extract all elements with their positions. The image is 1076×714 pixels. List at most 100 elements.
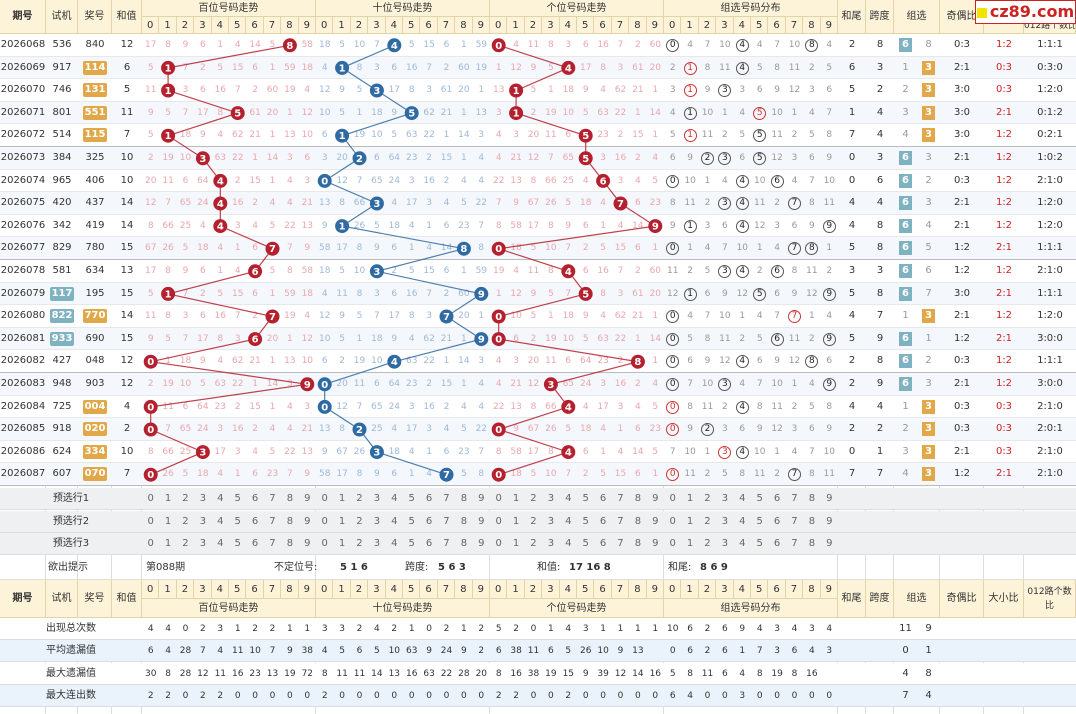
preselect-digit[interactable]: 9 (652, 538, 659, 549)
site-logo[interactable]: cz89.com (975, 0, 1076, 24)
preselect-digit[interactable]: 3 (373, 493, 381, 504)
preselect-digit[interactable]: 1 (512, 515, 520, 527)
preselect-digit[interactable]: 1 (686, 515, 694, 527)
preselect-digit[interactable]: 5 (234, 515, 241, 527)
preselect-digit[interactable]: 4 (739, 538, 746, 549)
preselect-digit[interactable]: 5 (582, 538, 589, 549)
preselect-digit[interactable]: 6 (773, 538, 781, 549)
preselect-digit[interactable]: 2 (704, 493, 711, 504)
preselect-digit[interactable]: 4 (391, 515, 398, 527)
preselect-digit[interactable]: 1 (164, 515, 172, 527)
preselect-digit[interactable]: 4 (217, 515, 224, 527)
preselect-digit[interactable]: 8 (634, 515, 642, 527)
preselect-digit[interactable]: 0 (495, 515, 502, 527)
preselect-digit[interactable]: 0 (669, 538, 676, 549)
preselect-row[interactable]: 预选行2 0 1 2 3 4 5 6 7 8 9 0 1 2 3 4 5 6 7 8 9 0 1 2 3 4 5 6 7 8 9 0 1 2 3 4 5… (0, 510, 1076, 533)
preselect-digit[interactable]: 7 (791, 515, 798, 527)
preselect-digit[interactable]: 8 (808, 493, 816, 504)
preselect-digit[interactable]: 2 (530, 493, 537, 504)
preselect-digit[interactable]: 0 (147, 493, 154, 504)
preselect-digit[interactable]: 7 (269, 493, 276, 504)
preselect-digit[interactable]: 8 (286, 493, 294, 504)
preselect-digit[interactable]: 0 (321, 538, 328, 549)
preselect-digit[interactable]: 4 (565, 538, 572, 549)
preselect-digit[interactable]: 6 (251, 493, 259, 504)
preselect-digit[interactable]: 6 (773, 515, 781, 527)
preselect-digit[interactable]: 3 (373, 538, 381, 549)
preselect-digit[interactable]: 5 (408, 538, 415, 549)
preselect-digit[interactable]: 5 (756, 493, 763, 504)
preselect-digit[interactable]: 2 (530, 538, 537, 549)
preselect-digit[interactable]: 6 (599, 538, 607, 549)
preselect-digit[interactable]: 1 (512, 493, 520, 504)
preselect-digit[interactable]: 5 (582, 493, 589, 504)
preselect-digit[interactable]: 3 (721, 538, 729, 549)
preselect-digit[interactable]: 9 (304, 538, 311, 549)
preselect-digit[interactable]: 4 (739, 493, 746, 504)
preselect-digit[interactable]: 7 (269, 515, 276, 527)
preselect-digit[interactable]: 5 (582, 515, 589, 527)
preselect-digit[interactable]: 1 (686, 493, 694, 504)
preselect-digit[interactable]: 9 (826, 538, 833, 549)
preselect-digit[interactable]: 4 (739, 515, 746, 527)
preselect-digit[interactable]: 0 (495, 493, 502, 504)
preselect-digit[interactable]: 9 (652, 515, 659, 527)
preselect-digit[interactable]: 3 (199, 538, 207, 549)
preselect-digit[interactable]: 2 (356, 515, 363, 527)
preselect-digit[interactable]: 7 (791, 538, 798, 549)
preselect-digit[interactable]: 8 (634, 538, 642, 549)
preselect-digit[interactable]: 0 (669, 515, 676, 527)
preselect-digit[interactable]: 2 (704, 538, 711, 549)
preselect-digit[interactable]: 6 (425, 493, 433, 504)
preselect-digit[interactable]: 9 (652, 493, 659, 504)
preselect-digit[interactable]: 0 (321, 493, 328, 504)
preselect-digit[interactable]: 0 (495, 538, 502, 549)
preselect-digit[interactable]: 8 (808, 515, 816, 527)
preselect-digit[interactable]: 7 (617, 493, 624, 504)
preselect-digit[interactable]: 4 (565, 515, 572, 527)
preselect-digit[interactable]: 7 (443, 515, 450, 527)
preselect-digit[interactable]: 8 (460, 538, 468, 549)
preselect-digit[interactable]: 9 (478, 515, 485, 527)
preselect-digit[interactable]: 2 (182, 538, 189, 549)
preselect-digit[interactable]: 9 (304, 515, 311, 527)
preselect-digit[interactable]: 7 (791, 493, 798, 504)
preselect-digit[interactable]: 1 (164, 538, 172, 549)
preselect-digit[interactable]: 5 (234, 538, 241, 549)
preselect-digit[interactable]: 1 (338, 538, 346, 549)
preselect-digit[interactable]: 0 (147, 538, 154, 549)
preselect-digit[interactable]: 6 (251, 515, 259, 527)
preselect-digit[interactable]: 4 (217, 493, 224, 504)
preselect-digit[interactable]: 0 (669, 493, 676, 504)
preselect-digit[interactable]: 7 (617, 515, 624, 527)
preselect-digit[interactable]: 8 (286, 538, 294, 549)
preselect-digit[interactable]: 5 (756, 515, 763, 527)
preselect-digit[interactable]: 1 (686, 538, 694, 549)
preselect-digit[interactable]: 3 (547, 538, 555, 549)
preselect-digit[interactable]: 6 (425, 515, 433, 527)
preselect-digit[interactable]: 3 (721, 515, 729, 527)
preselect-digit[interactable]: 8 (460, 493, 468, 504)
preselect-digit[interactable]: 3 (373, 515, 381, 527)
preselect-digit[interactable]: 9 (826, 493, 833, 504)
preselect-digit[interactable]: 5 (408, 515, 415, 527)
preselect-digit[interactable]: 6 (773, 493, 781, 504)
preselect-digit[interactable]: 4 (391, 493, 398, 504)
preselect-digit[interactable]: 6 (599, 493, 607, 504)
preselect-digit[interactable]: 3 (721, 493, 729, 504)
preselect-digit[interactable]: 1 (338, 515, 346, 527)
preselect-digit[interactable]: 5 (408, 493, 415, 504)
preselect-digit[interactable]: 4 (217, 538, 224, 549)
preselect-digit[interactable]: 7 (443, 493, 450, 504)
preselect-digit[interactable]: 8 (634, 493, 642, 504)
preselect-digit[interactable]: 2 (182, 493, 189, 504)
preselect-digit[interactable]: 8 (808, 538, 816, 549)
preselect-digit[interactable]: 8 (286, 515, 294, 527)
preselect-digit[interactable]: 9 (478, 493, 485, 504)
preselect-digit[interactable]: 7 (443, 538, 450, 549)
preselect-digit[interactable]: 7 (269, 538, 276, 549)
preselect-digit[interactable]: 6 (599, 515, 607, 527)
preselect-digit[interactable]: 9 (826, 515, 833, 527)
preselect-digit[interactable]: 8 (460, 515, 468, 527)
preselect-digit[interactable]: 2 (356, 538, 363, 549)
